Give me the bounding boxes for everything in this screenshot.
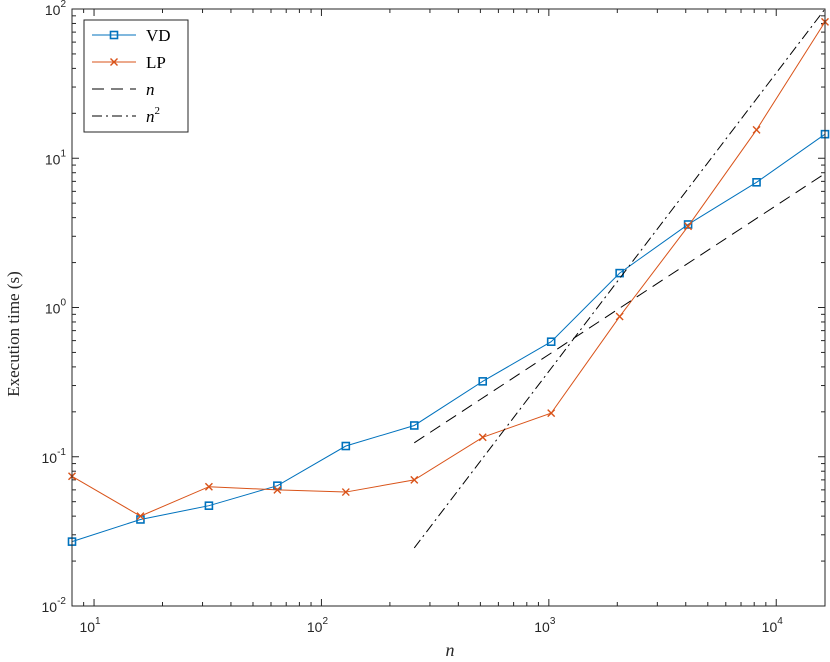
data-point [136, 512, 145, 521]
data-point [409, 421, 419, 430]
data-point [547, 409, 556, 418]
series-line [71, 133, 826, 543]
legend-entry: VD [92, 26, 171, 45]
legend-entry: LP [92, 53, 166, 72]
data-point [341, 441, 351, 451]
tick-labels: 101 102 103 104 10-2 10-1 100 101 102 [42, 0, 784, 635]
y-tick-label: 102 [45, 0, 67, 18]
data-point [615, 312, 624, 321]
legend-entry: n [92, 80, 155, 99]
legend-marker [109, 30, 119, 40]
y-tick-label: 10-2 [42, 596, 67, 615]
legend-label: VD [146, 26, 171, 45]
data-point [410, 475, 419, 484]
legend-label: n [146, 80, 155, 99]
series-VD [67, 129, 830, 546]
x-tick-label: 101 [79, 616, 101, 635]
y-tick-label: 100 [45, 298, 67, 317]
data-point [478, 377, 488, 386]
y-tick-label: 101 [45, 148, 67, 167]
data-point [684, 222, 693, 231]
y-tick-label: 10-1 [42, 447, 67, 466]
data-point [752, 125, 761, 134]
legend-label: n2 [146, 105, 160, 126]
legend-marker [110, 58, 118, 66]
x-tick-label: 102 [307, 616, 329, 635]
legend-box [83, 19, 189, 133]
data-point [478, 433, 487, 442]
series-line [71, 21, 826, 517]
y-axis-label: Execution time (s) [4, 271, 23, 397]
axes-box [71, 8, 826, 607]
series-line [413, 173, 826, 444]
data-point [546, 337, 556, 347]
data-point [341, 488, 350, 497]
data-point [204, 482, 213, 491]
x-tick-label: 103 [534, 616, 556, 635]
series-n [413, 173, 826, 444]
data-point [752, 178, 761, 187]
data-point [204, 501, 214, 510]
data-point [683, 220, 693, 229]
series-line [413, 8, 826, 549]
legend-entry: n2 [92, 105, 160, 126]
x-axis-label: n [446, 640, 455, 660]
legend-label: LP [146, 53, 166, 72]
legend: VD LP n n2 [83, 19, 189, 133]
x-tick-label: 104 [762, 616, 784, 635]
data-point [273, 485, 282, 494]
series-n-squared [413, 8, 826, 549]
series-layer [67, 8, 830, 549]
